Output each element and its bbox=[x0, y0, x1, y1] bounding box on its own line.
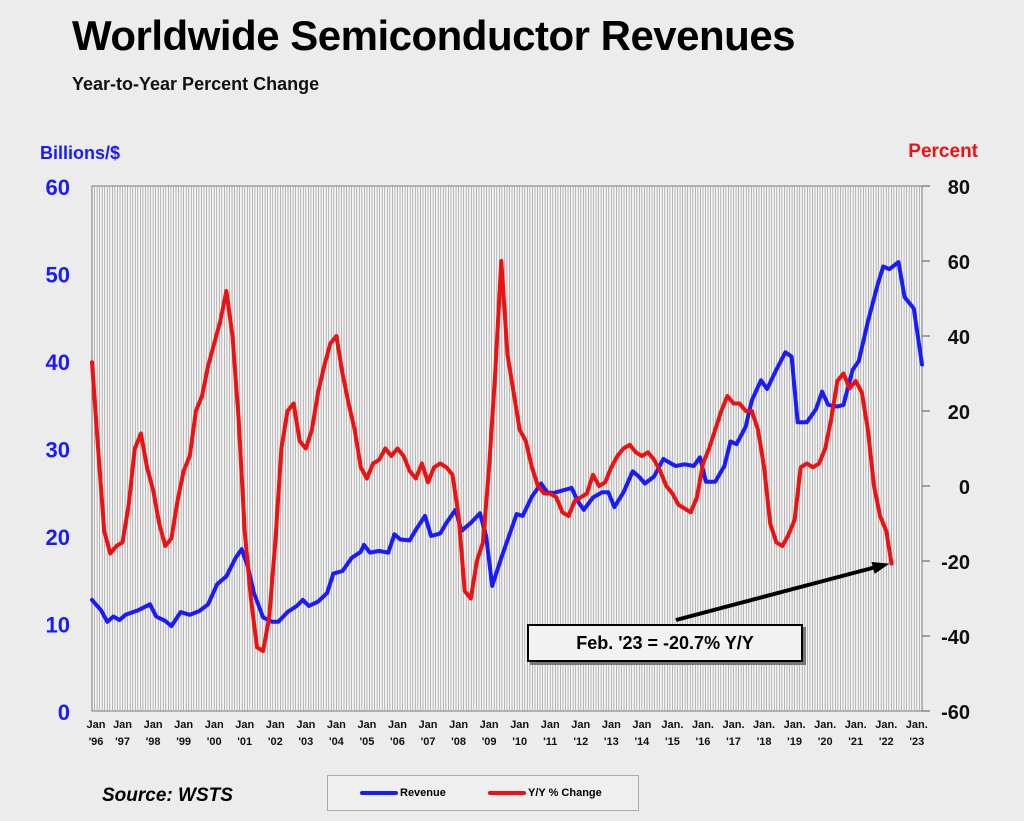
legend-label-revenue: Revenue bbox=[400, 787, 446, 799]
x-tick-label: Jan bbox=[144, 719, 163, 731]
x-tick-label: Jan bbox=[113, 719, 132, 731]
left-tick-label: 40 bbox=[46, 350, 70, 375]
x-tick-year-label: '01 bbox=[237, 736, 252, 748]
left-tick-label: 60 bbox=[46, 175, 70, 200]
legend-item-revenue: Revenue bbox=[360, 787, 446, 799]
x-tick-year-label: '19 bbox=[787, 736, 802, 748]
legend: Revenue Y/Y % Change bbox=[327, 775, 639, 811]
x-tick-label: Jan bbox=[357, 719, 376, 731]
x-tick-year-label: '23 bbox=[909, 736, 924, 748]
legend-swatch-yoy bbox=[488, 791, 526, 795]
series-line-yoy bbox=[90, 259, 894, 653]
x-tick-label: Jan. bbox=[906, 719, 928, 731]
x-tick-label: Jan bbox=[449, 719, 468, 731]
legend-swatch-revenue bbox=[360, 791, 398, 795]
x-tick-year-label: '04 bbox=[329, 736, 345, 748]
x-tick-label: Jan bbox=[235, 719, 254, 731]
x-tick-label: Jan. bbox=[814, 719, 836, 731]
right-tick-label: -40 bbox=[941, 627, 970, 649]
x-tick-year-label: '14 bbox=[634, 736, 650, 748]
x-tick-year-label: '21 bbox=[848, 736, 863, 748]
legend-label-yoy: Y/Y % Change bbox=[528, 787, 602, 799]
x-tick-label: Jan bbox=[87, 719, 106, 731]
x-tick-label: Jan bbox=[419, 719, 438, 731]
x-tick-label: Jan bbox=[571, 719, 590, 731]
x-tick-year-label: '03 bbox=[298, 736, 313, 748]
x-tick-label: Jan bbox=[480, 719, 499, 731]
right-tick-label: 40 bbox=[948, 327, 970, 349]
x-tick-year-label: '06 bbox=[390, 736, 405, 748]
right-tick-label: 80 bbox=[948, 177, 970, 199]
x-tick-label: Jan bbox=[632, 719, 651, 731]
x-tick-label: Jan bbox=[541, 719, 560, 731]
x-tick-label: Jan. bbox=[875, 719, 897, 731]
x-tick-year-label: '17 bbox=[726, 736, 741, 748]
right-axis-title: Percent bbox=[908, 141, 978, 162]
annotation-callout: Feb. '23 = -20.7% Y/Y bbox=[527, 624, 803, 662]
x-tick-year-label: '18 bbox=[757, 736, 772, 748]
x-tick-year-label: '98 bbox=[146, 736, 161, 748]
x-tick-year-label: '08 bbox=[451, 736, 466, 748]
x-tick-label: Jan bbox=[266, 719, 285, 731]
x-tick-year-label: '02 bbox=[268, 736, 283, 748]
x-tick-year-label: '12 bbox=[573, 736, 588, 748]
left-tick-label: 20 bbox=[46, 525, 70, 550]
chart-subtitle: Year-to-Year Percent Change bbox=[72, 74, 320, 94]
right-tick-label: -60 bbox=[941, 702, 970, 724]
x-tick-year-label: '15 bbox=[665, 736, 680, 748]
x-tick-label: Jan bbox=[602, 719, 621, 731]
x-tick-year-label: '99 bbox=[176, 736, 191, 748]
legend-item-yoy: Y/Y % Change bbox=[488, 787, 602, 799]
right-tick-label: 20 bbox=[948, 402, 970, 424]
x-tick-label: Jan. bbox=[845, 719, 867, 731]
left-tick-label: 50 bbox=[46, 263, 70, 288]
x-tick-year-label: '00 bbox=[207, 736, 222, 748]
annotation-arrow-head bbox=[871, 561, 890, 574]
left-tick-label: 30 bbox=[46, 438, 70, 463]
right-tick-label: 0 bbox=[959, 477, 970, 499]
x-tick-label: Jan. bbox=[753, 719, 775, 731]
x-tick-year-label: '07 bbox=[421, 736, 436, 748]
x-tick-label: Jan bbox=[510, 719, 529, 731]
right-tick-label: 60 bbox=[948, 252, 970, 274]
x-tick-year-label: '10 bbox=[512, 736, 527, 748]
series-line-revenue bbox=[90, 260, 924, 629]
x-tick-year-label: '96 bbox=[89, 736, 104, 748]
x-tick-label: Jan. bbox=[784, 719, 806, 731]
x-tick-label: Jan bbox=[388, 719, 407, 731]
x-tick-year-label: '11 bbox=[543, 736, 557, 748]
x-tick-year-label: '16 bbox=[696, 736, 711, 748]
x-tick-label: Jan. bbox=[661, 719, 683, 731]
annotation-arrow-line bbox=[675, 564, 878, 622]
x-tick-label: Jan bbox=[327, 719, 346, 731]
x-tick-year-label: '09 bbox=[482, 736, 497, 748]
x-tick-label: Jan. bbox=[723, 719, 745, 731]
x-tick-year-label: '20 bbox=[818, 736, 833, 748]
x-tick-year-label: '05 bbox=[360, 736, 375, 748]
source-note: Source: WSTS bbox=[102, 785, 233, 806]
left-tick-label: 0 bbox=[58, 700, 70, 725]
x-tick-year-label: '22 bbox=[879, 736, 894, 748]
x-tick-label: Jan bbox=[296, 719, 315, 731]
left-tick-label: 10 bbox=[46, 613, 70, 638]
x-tick-label: Jan bbox=[205, 719, 224, 731]
chart-title: Worldwide Semiconductor Revenues bbox=[72, 12, 796, 59]
x-tick-label: Jan. bbox=[692, 719, 714, 731]
x-tick-year-label: '13 bbox=[604, 736, 619, 748]
x-tick-label: Jan bbox=[174, 719, 193, 731]
x-tick-year-label: '97 bbox=[115, 736, 130, 748]
right-tick-label: -20 bbox=[941, 552, 970, 574]
left-axis-title: Billions/$ bbox=[40, 143, 121, 163]
